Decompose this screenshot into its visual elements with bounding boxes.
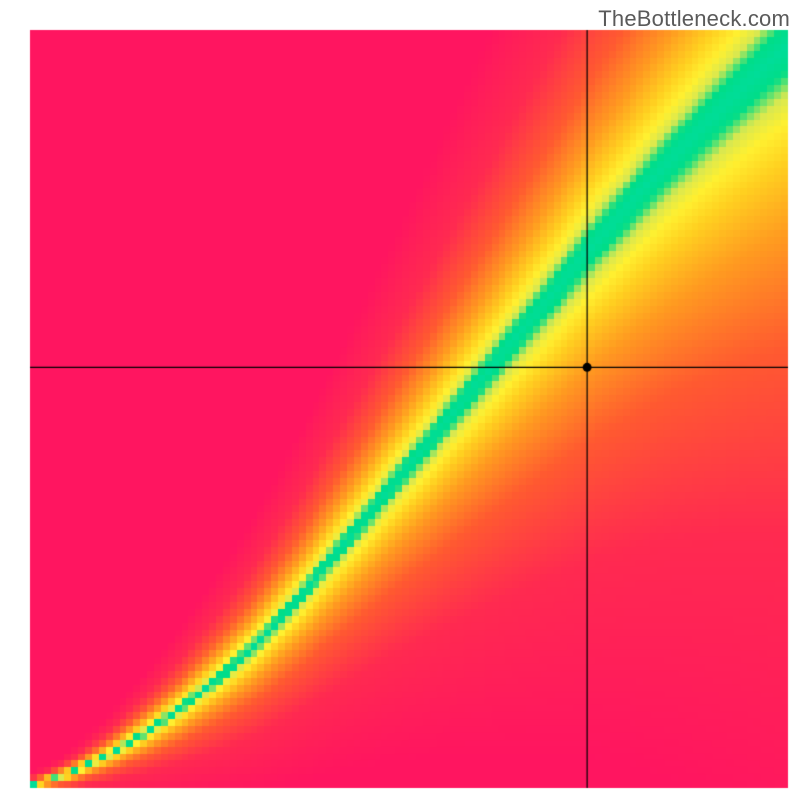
bottleneck-heatmap (0, 0, 800, 800)
watermark-text: TheBottleneck.com (598, 6, 790, 32)
